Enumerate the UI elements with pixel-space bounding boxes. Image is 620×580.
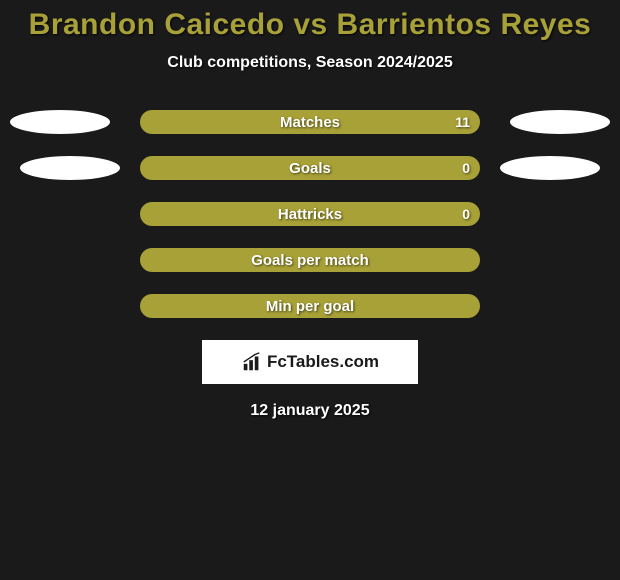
- stat-row-hattricks: Hattricks 0: [0, 202, 620, 226]
- stat-label: Hattricks: [278, 206, 342, 223]
- stat-value: 11: [455, 114, 470, 130]
- stat-label: Goals per match: [251, 252, 369, 269]
- stat-row-min-per-goal: Min per goal: [0, 294, 620, 318]
- stat-bar: Goals 0: [140, 156, 480, 180]
- logo-content: FcTables.com: [241, 351, 379, 373]
- stat-row-goals-per-match: Goals per match: [0, 248, 620, 272]
- logo-box: FcTables.com: [202, 340, 418, 384]
- page-title: Brandon Caicedo vs Barrientos Reyes: [0, 8, 620, 42]
- chart-icon: [241, 351, 263, 373]
- stat-bar: Min per goal: [140, 294, 480, 318]
- stat-row-goals: Goals 0: [0, 156, 620, 180]
- ellipse-left: [10, 110, 110, 134]
- subtitle: Club competitions, Season 2024/2025: [0, 54, 620, 72]
- stat-value: 0: [462, 160, 470, 176]
- ellipse-right: [500, 156, 600, 180]
- ellipse-right: [510, 110, 610, 134]
- stat-label: Min per goal: [266, 298, 354, 315]
- stat-value: 0: [462, 206, 470, 222]
- ellipse-left: [20, 156, 120, 180]
- stat-bar: Goals per match: [140, 248, 480, 272]
- stat-label: Matches: [280, 114, 340, 131]
- stat-bar: Hattricks 0: [140, 202, 480, 226]
- main-container: Brandon Caicedo vs Barrientos Reyes Club…: [0, 0, 620, 420]
- stat-label: Goals: [289, 160, 331, 177]
- stat-bar: Matches 11: [140, 110, 480, 134]
- stat-row-matches: Matches 11: [0, 110, 620, 134]
- date: 12 january 2025: [0, 402, 620, 420]
- logo-text: FcTables.com: [267, 352, 379, 372]
